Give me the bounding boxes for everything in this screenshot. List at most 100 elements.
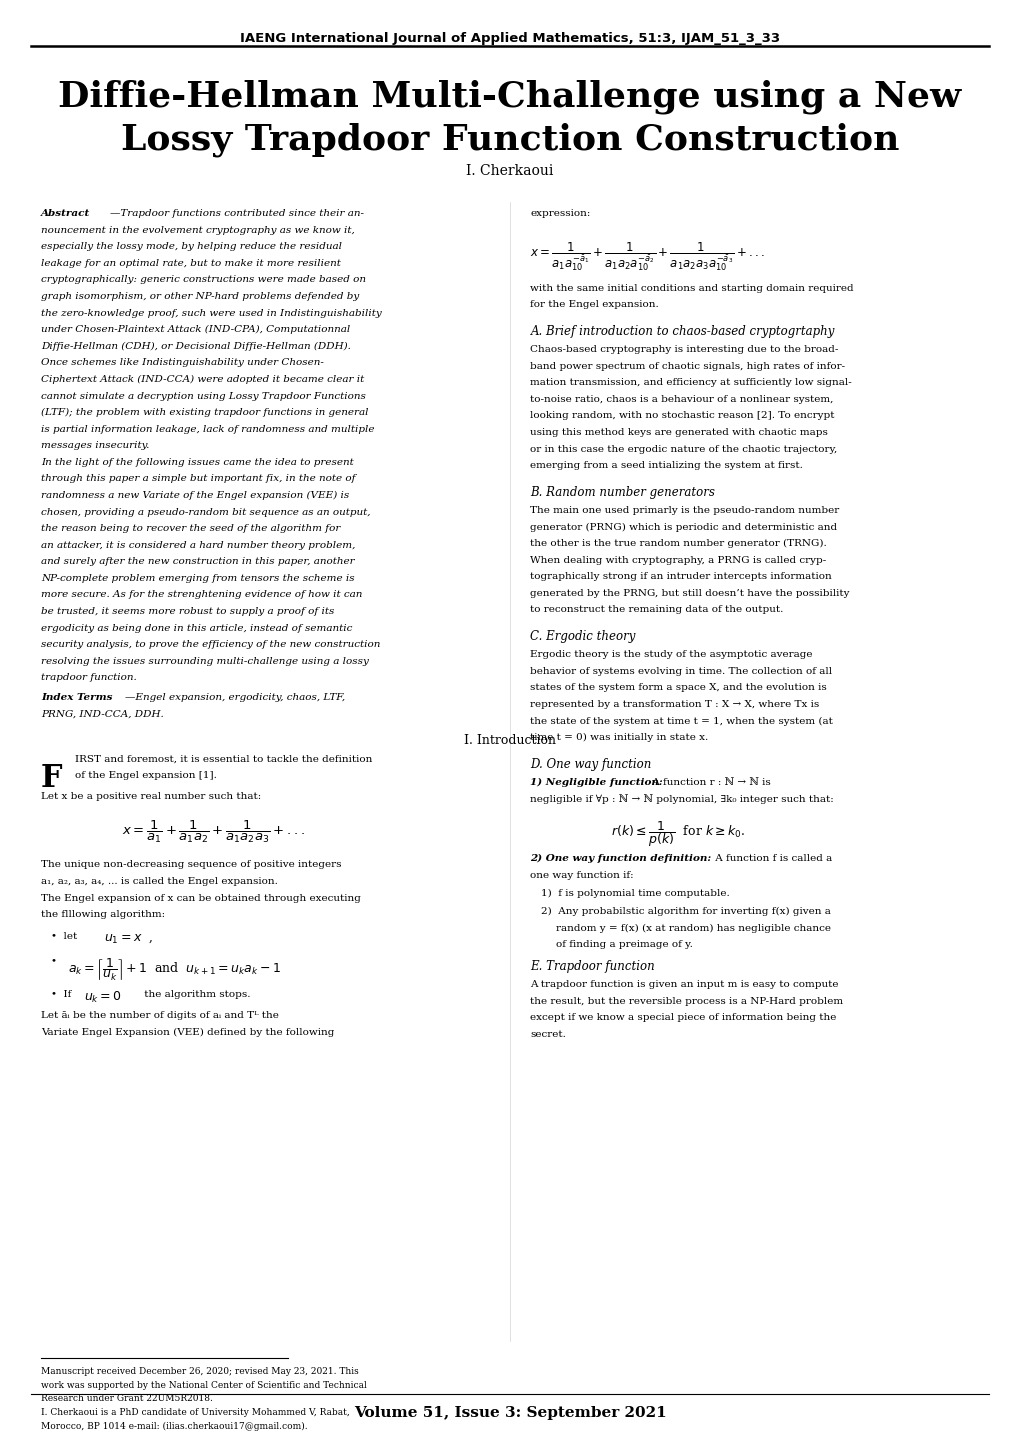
Text: 2) One way function definition:: 2) One way function definition: (530, 854, 711, 864)
Text: mation transmission, and efficiency at sufficiently low signal-: mation transmission, and efficiency at s… (530, 378, 851, 388)
Text: generated by the PRNG, but still doesn’t have the possibility: generated by the PRNG, but still doesn’t… (530, 588, 849, 598)
Text: the state of the system at time t = 1, when the system (at: the state of the system at time t = 1, w… (530, 717, 833, 725)
Text: NP-complete problem emerging from tensors the scheme is: NP-complete problem emerging from tensor… (41, 574, 354, 583)
Text: chosen, providing a pseudo-random bit sequence as an output,: chosen, providing a pseudo-random bit se… (41, 508, 370, 516)
Text: to-noise ratio, chaos is a behaviour of a nonlinear system,: to-noise ratio, chaos is a behaviour of … (530, 395, 833, 404)
Text: $a_k = \left\lceil\dfrac{1}{u_k}\right\rceil + 1$  and  $u_{k+1} = u_k a_k - 1$: $a_k = \left\lceil\dfrac{1}{u_k}\right\r… (68, 956, 281, 982)
Text: states of the system form a space X, and the evolution is: states of the system form a space X, and… (530, 684, 826, 692)
Text: secret.: secret. (530, 1030, 566, 1038)
Text: the zero-knowledge proof, such were used in Indistinguishability: the zero-knowledge proof, such were used… (41, 309, 381, 317)
Text: security analysis, to prove the efficiency of the new construction: security analysis, to prove the efficien… (41, 640, 380, 649)
Text: A trapdoor function is given an input m is easy to compute: A trapdoor function is given an input m … (530, 981, 838, 989)
Text: IRST and foremost, it is essential to tackle the definition: IRST and foremost, it is essential to ta… (75, 754, 373, 763)
Text: be trusted, it seems more robust to supply a proof of its: be trusted, it seems more robust to supp… (41, 607, 334, 616)
Text: cannot simulate a decryption using Lossy Trapdoor Functions: cannot simulate a decryption using Lossy… (41, 391, 366, 401)
Text: expression:: expression: (530, 209, 590, 218)
Text: Morocco, BP 1014 e-mail: (ilias.cherkaoui17@gmail.com).: Morocco, BP 1014 e-mail: (ilias.cherkaou… (41, 1422, 307, 1430)
Text: D. One way function: D. One way function (530, 758, 651, 771)
Text: nouncement in the evolvement cryptography as we know it,: nouncement in the evolvement cryptograph… (41, 225, 355, 235)
Text: In the light of the following issues came the idea to present: In the light of the following issues cam… (41, 457, 354, 467)
Text: Diffie-Hellman Multi-Challenge using a New: Diffie-Hellman Multi-Challenge using a N… (58, 79, 961, 114)
Text: random y = f(x) (x at random) has negligible chance: random y = f(x) (x at random) has neglig… (555, 924, 830, 933)
Text: cryptographically: generic constructions were made based on: cryptographically: generic constructions… (41, 275, 366, 284)
Text: Index Terms: Index Terms (41, 692, 112, 702)
Text: Chaos-based cryptography is interesting due to the broad-: Chaos-based cryptography is interesting … (530, 345, 838, 355)
Text: C. Ergodic theory: C. Ergodic theory (530, 630, 635, 643)
Text: the other is the true random number generator (TRNG).: the other is the true random number gene… (530, 539, 826, 548)
Text: and surely after the new construction in this paper, another: and surely after the new construction in… (41, 557, 354, 567)
Text: especially the lossy mode, by helping reduce the residual: especially the lossy mode, by helping re… (41, 242, 341, 251)
Text: When dealing with cryptography, a PRNG is called cryp-: When dealing with cryptography, a PRNG i… (530, 555, 825, 565)
Text: •  let: • let (51, 932, 87, 940)
Text: work was supported by the National Center of Scientific and Technical: work was supported by the National Cente… (41, 1381, 366, 1390)
Text: looking random, with no stochastic reason [2]. To encrypt: looking random, with no stochastic reaso… (530, 411, 835, 421)
Text: Manuscript received December 26, 2020; revised May 23, 2021. This: Manuscript received December 26, 2020; r… (41, 1367, 359, 1376)
Text: more secure. As for the strenghtening evidence of how it can: more secure. As for the strenghtening ev… (41, 590, 362, 600)
Text: —Trapdoor functions contributed since their an-: —Trapdoor functions contributed since th… (110, 209, 364, 218)
Text: •: • (51, 956, 63, 966)
Text: an attacker, it is considered a hard number theory problem,: an attacker, it is considered a hard num… (41, 541, 355, 549)
Text: graph isomorphism, or other NP-hard problems defended by: graph isomorphism, or other NP-hard prob… (41, 291, 359, 301)
Text: I. Introduction: I. Introduction (464, 734, 555, 747)
Text: the result, but the reversible process is a NP-Hard problem: the result, but the reversible process i… (530, 996, 843, 1005)
Text: —Engel expansion, ergodicity, chaos, LTF,: —Engel expansion, ergodicity, chaos, LTF… (125, 692, 345, 702)
Text: band power spectrum of chaotic signals, high rates of infor-: band power spectrum of chaotic signals, … (530, 362, 845, 371)
Text: represented by a transformation T : X → X, where Tx is: represented by a transformation T : X → … (530, 699, 819, 709)
Text: randomness a new Variate of the Engel expansion (VEE) is: randomness a new Variate of the Engel ex… (41, 490, 348, 500)
Text: The main one used primarly is the pseudo-random number: The main one used primarly is the pseudo… (530, 506, 839, 515)
Text: one way function if:: one way function if: (530, 871, 634, 880)
Text: for the Engel expansion.: for the Engel expansion. (530, 300, 658, 309)
Text: •  If: • If (51, 989, 74, 999)
Text: behavior of systems evolving in time. The collection of all: behavior of systems evolving in time. Th… (530, 666, 832, 676)
Text: of finding a preimage of y.: of finding a preimage of y. (555, 940, 692, 949)
Text: the reason being to recover the seed of the algorithm for: the reason being to recover the seed of … (41, 523, 340, 534)
Text: 1)  f is polynomial time computable.: 1) f is polynomial time computable. (540, 888, 729, 898)
Text: time t = 0) was initially in state x.: time t = 0) was initially in state x. (530, 733, 708, 743)
Text: Ergodic theory is the study of the asymptotic average: Ergodic theory is the study of the asymp… (530, 650, 812, 659)
Text: $x = \dfrac{1}{a_1} + \dfrac{1}{a_1 a_2} + \dfrac{1}{a_1 a_2 a_3} + ...$: $x = \dfrac{1}{a_1} + \dfrac{1}{a_1 a_2}… (121, 819, 304, 845)
Text: IAENG International Journal of Applied Mathematics, 51:3, IJAM_51_3_33: IAENG International Journal of Applied M… (239, 32, 780, 45)
Text: leakage for an optimal rate, but to make it more resilient: leakage for an optimal rate, but to make… (41, 260, 340, 268)
Text: I. Cherkaoui is a PhD candidate of University Mohammed V, Rabat,: I. Cherkaoui is a PhD candidate of Unive… (41, 1407, 350, 1417)
Text: PRNG, IND-CCA, DDH.: PRNG, IND-CCA, DDH. (41, 709, 163, 718)
Text: Let x be a positive real number such that:: Let x be a positive real number such tha… (41, 792, 261, 802)
Text: under Chosen-Plaintext Attack (IND-CPA), Computationnal: under Chosen-Plaintext Attack (IND-CPA),… (41, 324, 350, 335)
Text: trapdoor function.: trapdoor function. (41, 673, 137, 682)
Text: 2)  Any probabilstic algorithm for inverting f(x) given a: 2) Any probabilstic algorithm for invert… (540, 907, 829, 916)
Text: tographically strong if an intruder intercepts information: tographically strong if an intruder inte… (530, 572, 832, 581)
Text: $x = \dfrac{1}{a_1 a_{10}^{-\bar{a}_1}} + \dfrac{1}{a_1 a_2 a_{10}^{-\bar{a}_2}}: $x = \dfrac{1}{a_1 a_{10}^{-\bar{a}_1}} … (530, 241, 764, 273)
Text: The unique non-decreasing sequence of positive integers: The unique non-decreasing sequence of po… (41, 861, 341, 870)
Text: ergodicity as being done in this article, instead of semantic: ergodicity as being done in this article… (41, 623, 352, 633)
Text: using this method keys are generated with chaotic maps: using this method keys are generated wit… (530, 428, 827, 437)
Text: Let āᵢ be the number of digits of aᵢ and Tᴸ the: Let āᵢ be the number of digits of aᵢ and… (41, 1011, 278, 1021)
Text: generator (PRNG) which is periodic and deterministic and: generator (PRNG) which is periodic and d… (530, 522, 837, 532)
Text: I. Cherkaoui: I. Cherkaoui (466, 164, 553, 179)
Text: E. Trapdoor function: E. Trapdoor function (530, 960, 654, 973)
Text: Abstract: Abstract (41, 209, 90, 218)
Text: A function r : ℕ → ℕ is: A function r : ℕ → ℕ is (648, 777, 769, 787)
Text: except if we know a special piece of information being the: except if we know a special piece of inf… (530, 1014, 836, 1022)
Text: through this paper a simple but important fix, in the note of: through this paper a simple but importan… (41, 474, 355, 483)
Text: A. Brief introduction to chaos-based cryptogrtaphy: A. Brief introduction to chaos-based cry… (530, 326, 834, 339)
Text: Diffie-Hellman (CDH), or Decisional Diffie-Hellman (DDH).: Diffie-Hellman (CDH), or Decisional Diff… (41, 342, 351, 350)
Text: $u_1 = x$  ,: $u_1 = x$ , (104, 932, 153, 945)
Text: F: F (41, 763, 62, 795)
Text: Volume 51, Issue 3: September 2021: Volume 51, Issue 3: September 2021 (354, 1406, 665, 1420)
Text: $r(k) \leq \dfrac{1}{p(k)}$  for $k \geq k_0$.: $r(k) \leq \dfrac{1}{p(k)}$ for $k \geq … (610, 819, 745, 849)
Text: B. Random number generators: B. Random number generators (530, 486, 714, 499)
Text: messages insecurity.: messages insecurity. (41, 441, 149, 450)
Text: to reconstruct the remaining data of the output.: to reconstruct the remaining data of the… (530, 606, 783, 614)
Text: the flllowing algorithm:: the flllowing algorithm: (41, 910, 165, 919)
Text: emerging from a seed intializing the system at first.: emerging from a seed intializing the sys… (530, 461, 803, 470)
Text: with the same initial conditions and starting domain required: with the same initial conditions and sta… (530, 284, 853, 293)
Text: or in this case the ergodic nature of the chaotic trajectory,: or in this case the ergodic nature of th… (530, 444, 837, 454)
Text: The Engel expansion of x can be obtained through executing: The Engel expansion of x can be obtained… (41, 894, 361, 903)
Text: Ciphertext Attack (IND-CCA) were adopted it became clear it: Ciphertext Attack (IND-CCA) were adopted… (41, 375, 364, 384)
Text: Lossy Trapdoor Function Construction: Lossy Trapdoor Function Construction (120, 123, 899, 157)
Text: of the Engel expansion [1].: of the Engel expansion [1]. (75, 771, 217, 780)
Text: Variate Engel Expansion (VEE) defined by the following: Variate Engel Expansion (VEE) defined by… (41, 1028, 334, 1037)
Text: resolving the issues surrounding multi-challenge using a lossy: resolving the issues surrounding multi-c… (41, 656, 368, 666)
Text: A function f is called a: A function f is called a (711, 854, 832, 864)
Text: (LTF); the problem with existing trapdoor functions in general: (LTF); the problem with existing trapdoo… (41, 408, 368, 417)
Text: negligible if ∀p : ℕ → ℕ polynomial, ∃k₀ integer such that:: negligible if ∀p : ℕ → ℕ polynomial, ∃k₀… (530, 795, 834, 805)
